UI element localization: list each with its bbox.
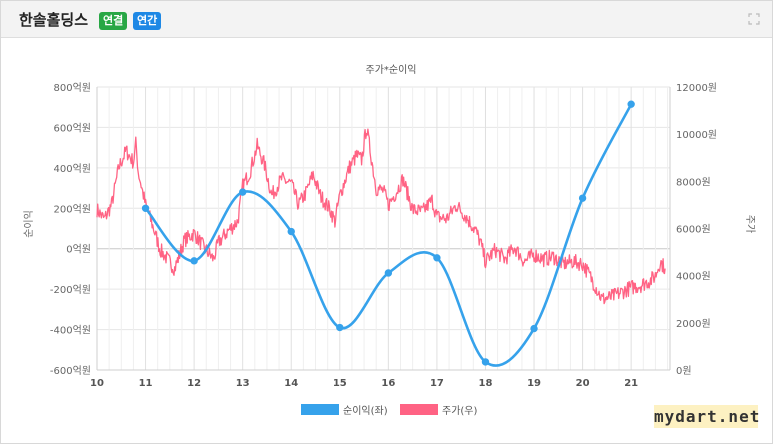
- y-left-tick-label: 400억원: [54, 163, 92, 175]
- net-income-point[interactable]: [287, 227, 295, 236]
- net-income-point[interactable]: [336, 323, 344, 332]
- x-tick-label: 11: [139, 378, 153, 389]
- net-income-point[interactable]: [627, 100, 635, 108]
- x-tick-label: 15: [333, 378, 347, 389]
- x-tick-label: 21: [624, 378, 638, 389]
- y-left-tick-label: -200억원: [50, 284, 91, 296]
- chart-svg: 주가*순이익 -600억원 -400억원 -200억원 0억원 200억원 400억원 60…: [23, 64, 756, 417]
- y-left-tick-label: -600억원: [50, 365, 91, 377]
- grid: [96, 86, 670, 371]
- axes: -600억원 -400억원 -200억원 0억원 200억원 400억원 600억원 800억…: [50, 82, 717, 389]
- net-income-point[interactable]: [238, 188, 247, 196]
- watermark: mydart.net: [654, 405, 761, 428]
- y-right-tick-label: 12000원: [676, 82, 717, 94]
- y-left-tick-label: 0억원: [66, 244, 91, 256]
- net-income-point[interactable]: [190, 257, 198, 265]
- y-right-tick-label: 4000원: [676, 271, 711, 283]
- x-tick-label: 13: [236, 378, 250, 389]
- annual-badge[interactable]: 연간: [133, 12, 162, 30]
- y-right-tick-label: 8000원: [676, 176, 711, 188]
- y-right-tick-label: 2000원: [676, 318, 711, 330]
- panel-header: 한솔홀딩스 연결 연간: [1, 1, 772, 38]
- x-tick-label: 19: [527, 378, 541, 389]
- x-tick-label: 20: [576, 378, 590, 389]
- legend: 순이익(좌) 주가(우): [301, 404, 478, 417]
- y-right-tick-label: 6000원: [676, 224, 711, 236]
- chart-title: 주가*순이익: [366, 64, 417, 76]
- y-right-tick-label: 0원: [676, 365, 692, 377]
- expand-icon[interactable]: [748, 13, 760, 25]
- legend-label[interactable]: 주가(우): [442, 405, 478, 417]
- y-left-tick-label: 200억원: [54, 203, 92, 215]
- net-income-point[interactable]: [481, 358, 490, 366]
- series: [96, 100, 666, 367]
- y-left-tick-label: 600억원: [54, 122, 92, 134]
- net-income-point[interactable]: [530, 324, 538, 333]
- legend-label[interactable]: 순이익(좌): [343, 405, 388, 417]
- x-tick-label: 17: [430, 378, 444, 389]
- net-income-point[interactable]: [433, 254, 441, 262]
- y-right-tick-label: 10000원: [676, 129, 717, 141]
- x-tick-label: 10: [90, 378, 104, 389]
- net-income-line: [144, 103, 633, 367]
- legend-swatch[interactable]: [301, 404, 339, 415]
- y-left-title: 순이익: [23, 210, 35, 238]
- y-left-tick-label: 800억원: [54, 82, 92, 94]
- x-tick-label: 12: [187, 378, 201, 389]
- y-right-title: 주가: [744, 215, 756, 233]
- legend-swatch[interactable]: [400, 404, 438, 415]
- company-name: 한솔홀딩스: [19, 11, 89, 29]
- net-income-point[interactable]: [141, 204, 150, 212]
- y-left-tick-label: -400억원: [50, 325, 91, 337]
- net-income-point[interactable]: [384, 269, 393, 277]
- net-income-point[interactable]: [578, 194, 587, 202]
- price-line: [96, 128, 666, 305]
- x-tick-label: 14: [284, 378, 298, 389]
- x-tick-label: 16: [381, 378, 395, 389]
- consolidated-badge[interactable]: 연결: [99, 12, 128, 30]
- chart-area: 주가*순이익 -600억원 -400억원 -200억원 0억원 200억원 400억원 60…: [1, 39, 772, 444]
- x-tick-label: 18: [479, 378, 493, 389]
